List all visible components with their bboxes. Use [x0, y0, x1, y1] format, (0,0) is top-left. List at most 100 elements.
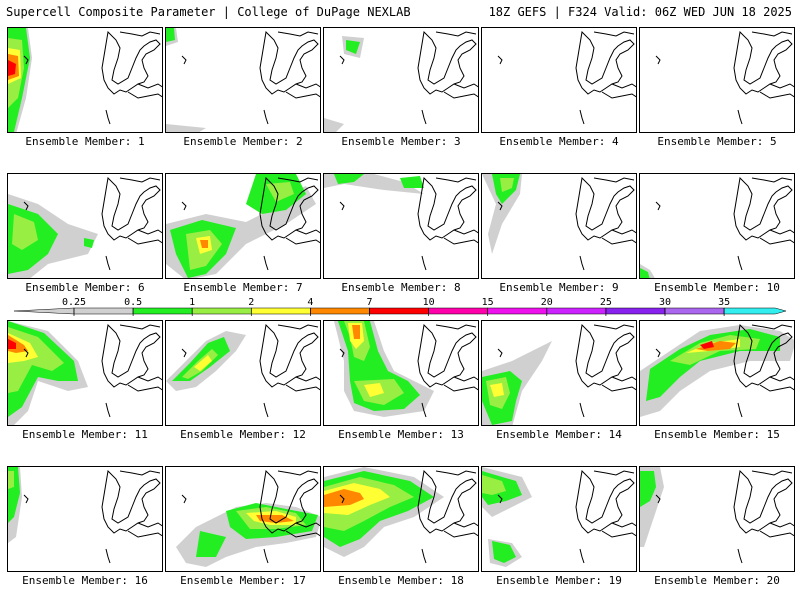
- map-boundary-line: [611, 522, 636, 528]
- map-boundary-line: [421, 402, 427, 418]
- colorbar-segment: [73, 307, 134, 315]
- map-plot: [497, 30, 636, 125]
- map-boundary-line: [181, 201, 187, 211]
- ensemble-member-map: [481, 466, 637, 572]
- map-boundary-line: [601, 237, 636, 245]
- ensemble-member-label: Ensemble Member: 16: [22, 574, 148, 587]
- map-boundary-line: [339, 348, 345, 358]
- scp-contour-fill: [324, 118, 344, 132]
- colorbar-tick-label: 20: [540, 297, 553, 308]
- map-boundary-line: [339, 55, 345, 65]
- colorbar-segment: [664, 307, 725, 315]
- ensemble-member-label: Ensemble Member: 3: [341, 135, 461, 148]
- scp-contour-fill: [346, 40, 360, 54]
- map-boundary-line: [737, 255, 743, 271]
- map-boundary-line: [277, 31, 319, 37]
- lake-michigan-outline: [101, 176, 161, 241]
- scp-contour-fill: [334, 174, 364, 184]
- map-boundary-line: [579, 255, 585, 271]
- lake-michigan-outline: [101, 323, 161, 388]
- map-boundary-line: [453, 376, 478, 382]
- scp-contour-fill: [12, 214, 38, 250]
- map-boundary-line: [137, 522, 162, 528]
- map-boundary-line: [23, 55, 29, 65]
- colorbar-right-arrow: [723, 307, 787, 315]
- scp-contour-fill: [166, 28, 175, 42]
- map-boundary-line: [285, 237, 320, 245]
- scp-contour-fill: [640, 471, 656, 507]
- map-boundary-line: [737, 548, 743, 564]
- colorbar-tick-label: 7: [366, 297, 373, 308]
- ensemble-member-label: Ensemble Member: 11: [22, 428, 148, 441]
- map-plot: [8, 176, 162, 278]
- map-boundary-line: [611, 376, 636, 382]
- map-boundary-line: [751, 324, 793, 330]
- scp-contour-fill: [200, 240, 208, 248]
- ensemble-member-label: Ensemble Member: 4: [499, 135, 619, 148]
- ensemble-member-label: Ensemble Member: 10: [654, 281, 780, 294]
- scp-contour-fill: [490, 383, 504, 397]
- ensemble-member-map: [165, 320, 321, 426]
- lake-michigan-outline: [575, 469, 635, 534]
- map-boundary-line: [285, 384, 320, 392]
- colorbar-segment: [369, 307, 429, 315]
- map-boundary-line: [295, 522, 320, 528]
- map-plot: [324, 467, 478, 564]
- ensemble-member-map: [323, 27, 479, 133]
- colorbar-segment: [605, 307, 666, 315]
- map-plot: [640, 467, 794, 564]
- lake-michigan-outline: [417, 323, 477, 388]
- map-plot: [166, 174, 320, 278]
- scp-contour-fill: [196, 531, 226, 557]
- colorbar-tick-label: 0.25: [61, 297, 87, 308]
- map-boundary-line: [435, 324, 477, 330]
- map-plot: [8, 467, 162, 564]
- colorbar-tick-label: 2: [248, 297, 255, 308]
- map-boundary-line: [751, 470, 793, 476]
- map-boundary-line: [759, 91, 794, 99]
- colorbar-segment: [132, 307, 193, 315]
- map-boundary-line: [497, 348, 503, 358]
- colorbar-segment: [487, 307, 548, 315]
- map-boundary-line: [263, 402, 269, 418]
- colorbar-segment: [546, 307, 607, 315]
- scp-contour-fill: [640, 268, 650, 278]
- map-boundary-line: [339, 201, 345, 211]
- colorbar: [13, 307, 787, 316]
- map-plot: [482, 323, 636, 425]
- ensemble-member-label: Ensemble Member: 15: [654, 428, 780, 441]
- map-boundary-line: [453, 522, 478, 528]
- scp-contour-fill: [492, 541, 516, 563]
- map-boundary-line: [295, 83, 320, 89]
- map-boundary-line: [295, 376, 320, 382]
- scp-contour-fill: [482, 475, 506, 495]
- map-boundary-line: [655, 348, 661, 358]
- lake-michigan-outline: [417, 176, 477, 241]
- map-plot: [640, 176, 794, 278]
- colorbar-tick-label: 30: [658, 297, 672, 308]
- map-boundary-line: [759, 530, 794, 538]
- scp-contour-fill: [700, 341, 714, 349]
- map-boundary-line: [601, 530, 636, 538]
- map-boundary-line: [435, 177, 477, 183]
- map-boundary-line: [443, 384, 478, 392]
- lake-michigan-outline: [101, 30, 161, 95]
- ensemble-member-map: [323, 320, 479, 426]
- scp-contour-fill: [256, 515, 294, 523]
- ensemble-member-map: [323, 173, 479, 279]
- scp-contour-fill: [352, 325, 360, 339]
- map-boundary-line: [737, 402, 743, 418]
- scp-contour-fill: [8, 471, 14, 489]
- map-plot: [8, 28, 162, 132]
- map-boundary-line: [497, 201, 503, 211]
- map-plot: [324, 30, 478, 132]
- lake-michigan-outline: [259, 30, 319, 95]
- map-boundary-line: [277, 324, 319, 330]
- map-boundary-line: [137, 376, 162, 382]
- lake-michigan-outline: [259, 176, 319, 241]
- map-plot: [334, 321, 478, 418]
- lake-michigan-outline: [575, 176, 635, 241]
- scp-contour-fill: [500, 178, 514, 192]
- ensemble-member-label: Ensemble Member: 5: [657, 135, 777, 148]
- map-boundary-line: [497, 494, 503, 504]
